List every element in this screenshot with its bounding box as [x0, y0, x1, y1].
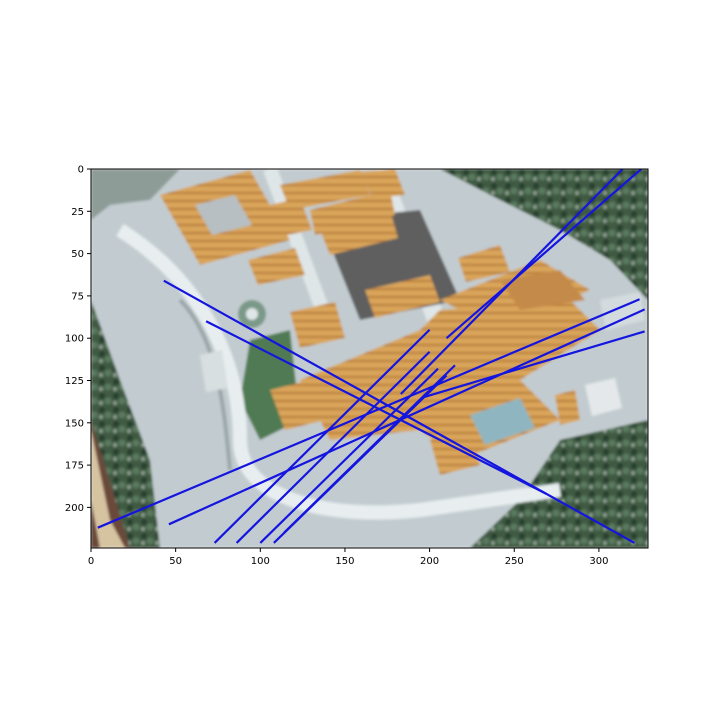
overlay-line-12 [445, 169, 642, 340]
overlay-line-8 [259, 367, 439, 544]
overlay-line-5 [422, 330, 645, 399]
y-tick-label: 125 [65, 376, 84, 387]
y-axis: 0 25 50 75 100 125 150 175 200 [65, 165, 91, 514]
overlay-line-10 [283, 364, 456, 534]
detected-lines [97, 169, 646, 544]
overlay-line-2 [205, 320, 547, 495]
y-tick-label: 75 [71, 291, 84, 302]
y-tick-label: 0 [78, 165, 84, 176]
overlay-line-7 [235, 350, 431, 544]
x-axis: 0 50 100 150 200 250 300 [88, 548, 608, 567]
x-tick-label: 100 [251, 556, 270, 567]
y-tick-label: 200 [65, 503, 84, 514]
x-tick-label: 250 [505, 556, 524, 567]
y-tick-label: 25 [71, 207, 84, 218]
x-tick-label: 0 [88, 556, 94, 567]
y-tick-label: 50 [71, 249, 84, 260]
y-tick-label: 100 [65, 334, 84, 345]
y-tick-label: 175 [65, 461, 84, 472]
x-tick-label: 150 [335, 556, 354, 567]
axes-frame [90, 168, 649, 549]
y-tick-label: 150 [65, 418, 84, 429]
overlay-line-1 [163, 279, 635, 544]
x-tick-label: 50 [169, 556, 182, 567]
x-tick-label: 300 [589, 556, 608, 567]
overlay-line-4 [168, 308, 646, 526]
x-tick-label: 200 [420, 556, 439, 567]
overlay-line-6 [213, 328, 431, 544]
aerial-photo [91, 169, 648, 548]
